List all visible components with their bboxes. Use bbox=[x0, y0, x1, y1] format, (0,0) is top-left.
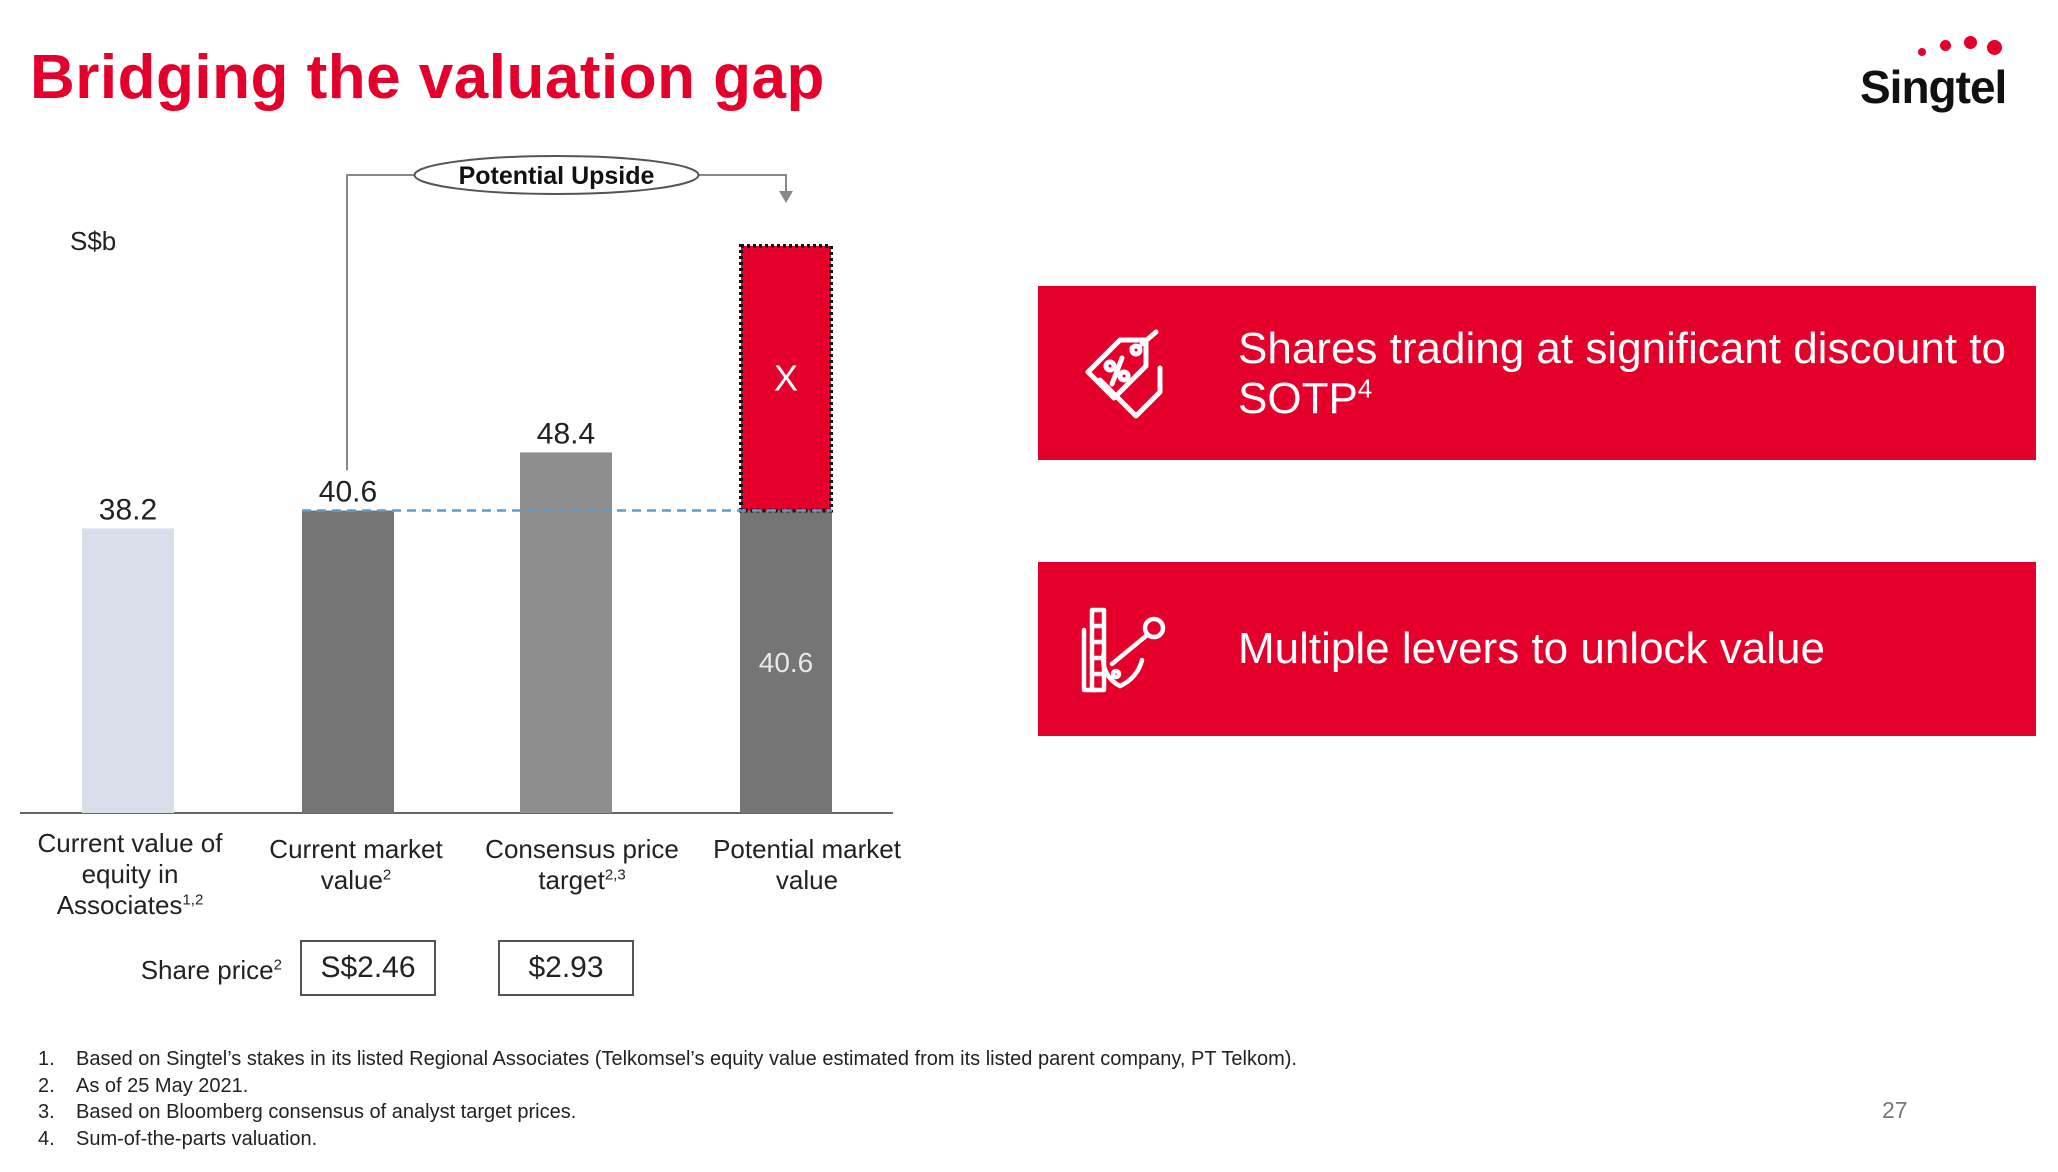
singtel-logo: Singtel bbox=[1860, 34, 2020, 124]
bar-0 bbox=[82, 528, 174, 813]
logo-wordmark: Singtel bbox=[1860, 61, 2007, 113]
discount-tag-icon bbox=[1085, 329, 1163, 419]
value-label-0: 38.2 bbox=[99, 493, 157, 526]
bar-3 bbox=[740, 510, 832, 813]
category-label-current-market-value: Current market value2 bbox=[269, 834, 443, 895]
share-price-current: S$2.46 bbox=[300, 940, 436, 996]
value-label-1: 40.6 bbox=[319, 476, 377, 509]
page-number: 27 bbox=[1882, 1097, 1908, 1123]
bar-chart: X 38.2 40.6 48.4 40.6 Potential Upside bbox=[20, 155, 893, 814]
levers-icon bbox=[1081, 607, 1166, 693]
chart-unit-label: S$b bbox=[70, 226, 117, 256]
share-price-consensus: $2.93 bbox=[498, 940, 634, 996]
annotation-arrowhead bbox=[779, 191, 793, 203]
bar-2 bbox=[520, 452, 612, 813]
category-label-consensus-price-target: Consensus price target2,3 bbox=[485, 834, 679, 895]
bar-1 bbox=[302, 510, 394, 813]
category-label-potential-market-value: Potential market value bbox=[713, 834, 901, 895]
annotation-label: Potential Upside bbox=[459, 162, 655, 190]
annotation-oval bbox=[413, 155, 700, 195]
highlight-levers-text: Multiple levers to unlock value bbox=[1238, 624, 1825, 673]
highlight-discount: Shares trading at significant discount t… bbox=[1038, 286, 2036, 460]
value-label-3: 40.6 bbox=[759, 647, 814, 678]
category-label-associates: Current value of equity in Associates1,2 bbox=[37, 828, 223, 920]
highlight-discount-text: Shares trading at significant discount t… bbox=[1238, 324, 2007, 423]
highlight-levers: Multiple levers to unlock value bbox=[1038, 562, 2036, 736]
page-title: Bridging the valuation gap bbox=[30, 43, 825, 112]
upside-segment-label: X bbox=[774, 357, 798, 398]
upside-segment bbox=[739, 244, 833, 513]
value-label-2: 48.4 bbox=[537, 417, 595, 450]
share-price-label: Share price2 bbox=[140, 955, 282, 985]
